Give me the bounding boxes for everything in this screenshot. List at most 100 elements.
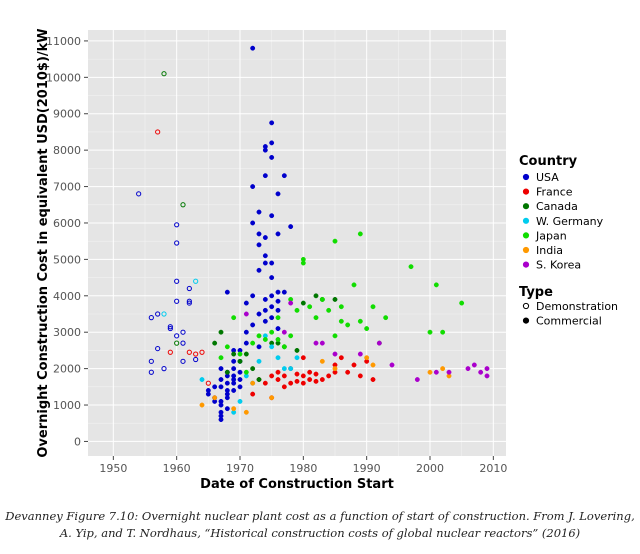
- point-india-commercial: [250, 380, 256, 386]
- point-france-demonstration: [199, 349, 205, 355]
- point-usa-demonstration: [193, 356, 199, 363]
- point-canada-commercial: [256, 377, 262, 382]
- point-canada-demonstration: [174, 340, 180, 346]
- point-usa-commercial: [243, 329, 249, 335]
- point-japan-commercial: [224, 344, 230, 350]
- x-tick-label: 1960: [163, 462, 191, 475]
- point-usa-commercial: [256, 209, 262, 215]
- point-s-korea-commercial: [414, 377, 420, 382]
- legend-key-india: [522, 246, 530, 254]
- point-usa-commercial: [269, 120, 275, 126]
- legend-label-canada: Canada: [536, 200, 578, 213]
- point-canada-commercial: [332, 296, 338, 302]
- point-india-commercial: [427, 369, 433, 375]
- point-usa-commercial: [231, 373, 237, 379]
- point-japan-commercial: [370, 304, 376, 310]
- point-s-korea-commercial: [465, 366, 471, 372]
- point-france-commercial: [300, 380, 306, 386]
- point-japan-commercial: [256, 333, 262, 339]
- point-usa-commercial: [281, 289, 287, 295]
- point-usa-commercial: [218, 366, 224, 372]
- point-canada-commercial: [250, 366, 256, 372]
- point-japan-commercial: [288, 333, 294, 339]
- point-canada-demonstration: [180, 202, 186, 208]
- point-usa-demonstration: [167, 324, 173, 330]
- point-usa-commercial: [275, 191, 281, 197]
- point-usa-commercial: [250, 220, 256, 226]
- point-france-demonstration: [155, 129, 161, 135]
- y-tick-label: 0: [74, 435, 81, 448]
- point-japan-commercial: [427, 329, 433, 335]
- y-tick-label: 1000: [53, 399, 81, 412]
- point-usa-commercial: [269, 275, 275, 281]
- legend-key-commercial: [522, 317, 530, 324]
- point-usa-demonstration: [167, 325, 173, 332]
- point-usa-demonstration: [186, 285, 192, 292]
- point-usa-commercial: [224, 380, 230, 386]
- point-france-commercial: [300, 373, 306, 379]
- point-japan-commercial: [250, 340, 256, 346]
- point-w-germany-demonstration: [193, 278, 199, 284]
- point-s-korea-commercial: [433, 369, 439, 375]
- point-france-demonstration: [205, 380, 211, 386]
- point-japan-commercial: [307, 304, 313, 310]
- point-usa-commercial: [224, 289, 230, 295]
- point-france-commercial: [319, 377, 325, 382]
- point-usa-commercial: [262, 296, 268, 302]
- point-usa-commercial: [231, 358, 237, 364]
- point-s-korea-commercial: [357, 351, 363, 357]
- legend-label-s-korea: S. Korea: [536, 259, 581, 272]
- point-usa-commercial: [237, 384, 243, 390]
- point-india-commercial: [231, 406, 237, 412]
- point-canada-commercial: [313, 293, 319, 299]
- point-france-commercial: [262, 380, 268, 386]
- point-france-commercial: [313, 378, 319, 384]
- point-france-commercial: [281, 384, 287, 390]
- point-india-commercial: [212, 395, 218, 401]
- point-usa-commercial: [269, 315, 275, 321]
- point-japan-commercial: [332, 238, 338, 244]
- point-india-commercial: [269, 395, 275, 401]
- point-france-demonstration: [167, 349, 173, 355]
- point-india-commercial: [199, 402, 205, 408]
- point-usa-commercial: [256, 311, 262, 317]
- point-india-commercial: [319, 358, 325, 364]
- point-usa-commercial: [231, 388, 237, 393]
- legend-key-france: [522, 188, 530, 195]
- point-usa-commercial: [231, 366, 237, 372]
- point-usa-commercial: [269, 293, 275, 299]
- point-france-commercial: [370, 377, 376, 382]
- y-tick-label: 11000: [46, 35, 81, 48]
- point-japan-commercial: [326, 307, 332, 313]
- point-usa-demonstration: [186, 300, 192, 306]
- legend-label-india: India: [536, 244, 563, 257]
- point-france-demonstration: [193, 351, 199, 357]
- point-usa-demonstration: [155, 311, 161, 317]
- point-japan-commercial: [338, 304, 344, 310]
- legend-country-title: Country: [519, 154, 578, 169]
- point-japan-commercial: [294, 307, 300, 313]
- point-s-korea-commercial: [281, 329, 287, 335]
- point-w-germany-commercial: [294, 355, 300, 361]
- point-japan-commercial: [231, 315, 237, 321]
- point-canada-commercial: [218, 329, 224, 335]
- point-usa-commercial: [262, 235, 268, 240]
- point-s-korea-commercial: [389, 362, 395, 368]
- point-s-korea-commercial: [376, 340, 382, 346]
- point-usa-commercial: [269, 260, 275, 266]
- point-japan-commercial: [383, 315, 389, 321]
- point-france-commercial: [275, 377, 281, 382]
- point-usa-commercial: [256, 344, 262, 350]
- point-usa-commercial: [205, 391, 211, 397]
- point-india-commercial: [364, 355, 370, 361]
- point-japan-commercial: [269, 329, 275, 335]
- point-india-commercial: [332, 366, 338, 372]
- point-japan-commercial: [345, 322, 351, 328]
- point-usa-demonstration: [174, 222, 180, 228]
- x-tick-label: 1980: [289, 462, 317, 475]
- point-japan-commercial: [281, 344, 287, 350]
- point-w-germany-demonstration: [161, 311, 167, 317]
- point-usa-commercial: [224, 388, 230, 393]
- point-s-korea-commercial: [288, 300, 294, 306]
- point-usa-demonstration: [186, 298, 192, 304]
